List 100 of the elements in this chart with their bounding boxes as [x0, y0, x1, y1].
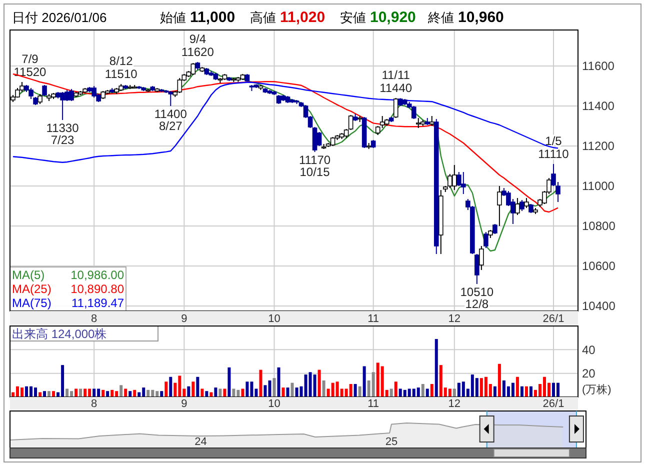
x-tick-label: 11 [368, 313, 380, 325]
bar [313, 374, 316, 397]
x-tick-label: 10 [268, 398, 280, 410]
bar [241, 388, 244, 397]
y-tick-label: 10800 [582, 219, 616, 234]
x-tick-label: 11 [368, 398, 380, 410]
annotation: 11/11 11440 [380, 68, 412, 95]
bar [52, 391, 56, 397]
x-tick-label: 8 [91, 398, 98, 410]
text: 始値 11,000 [160, 9, 236, 26]
bar [493, 386, 496, 397]
y-tick-label: 11000 [582, 179, 615, 194]
annotation: 10,890.80 [70, 282, 124, 296]
bar [511, 382, 514, 397]
y-tick-label: 11600 [582, 59, 615, 74]
bar [421, 384, 424, 397]
bar [430, 384, 434, 397]
bar [322, 380, 326, 397]
bar [426, 388, 429, 397]
annotation: 10510 12/8 [460, 285, 494, 311]
bar [290, 382, 294, 397]
text: MA(75) [12, 296, 52, 310]
candlestick [484, 232, 488, 248]
candlestick [411, 106, 416, 120]
bar [133, 390, 136, 397]
bar [43, 391, 46, 397]
bar [354, 384, 357, 397]
bar [362, 366, 366, 397]
bar [146, 390, 150, 397]
bar [286, 388, 290, 397]
annotation: 11170 10/15 [298, 153, 331, 179]
candlestick [515, 198, 520, 216]
bar [282, 388, 285, 397]
x-tick-label: 9 [181, 313, 188, 325]
bar [160, 391, 164, 397]
x-tick-label: 26/1 [542, 398, 564, 410]
annotation: 11,189.47 [72, 296, 124, 310]
bar [25, 386, 28, 397]
bar [106, 391, 110, 397]
annotation: 9/4 11620 [181, 32, 214, 59]
bar [232, 388, 236, 397]
y-tick-label: 11200 [582, 139, 615, 154]
bar [102, 390, 105, 397]
bar [475, 378, 478, 397]
bar [516, 376, 519, 397]
bar [372, 372, 375, 397]
bar [272, 378, 276, 397]
x-tick-label: 25 [385, 436, 398, 448]
candlestick [42, 84, 47, 96]
chart-title: 日付 2026/01/06 [12, 10, 107, 25]
x-tick-label: 10 [268, 313, 280, 325]
bar [524, 386, 528, 397]
bar [214, 388, 218, 397]
y-tick-label: 20 [582, 366, 596, 381]
y-tick-label: 11400 [582, 99, 615, 114]
text: 高値 11,020 [250, 9, 326, 26]
bar [228, 367, 231, 397]
candlestick [497, 186, 502, 226]
candlestick [316, 132, 322, 146]
candlestick [492, 224, 498, 234]
bar [452, 388, 456, 397]
y-tick-label: 10400 [582, 299, 616, 314]
annotation: 1/5 11110 [538, 134, 570, 161]
bar [223, 388, 226, 397]
candlestick [524, 198, 529, 208]
candlestick [38, 94, 42, 104]
bar [520, 386, 524, 397]
bar [394, 382, 398, 397]
bar [349, 384, 352, 397]
annotation: 11400 8/27 [154, 107, 188, 133]
y-tick-label: 40 [582, 342, 596, 357]
bar [196, 376, 200, 397]
bar [92, 388, 96, 397]
bar [448, 388, 452, 397]
annotation: 10,986.00 [70, 268, 124, 282]
bar [277, 367, 280, 397]
bar [79, 388, 82, 397]
bar [164, 382, 168, 397]
bar [200, 388, 204, 397]
bar [358, 386, 362, 397]
annotation: 11330 7/23 [46, 121, 80, 147]
bar [218, 388, 222, 397]
x-tick-label: 26/1 [542, 313, 564, 325]
y-axis-title: (万株) [582, 383, 612, 396]
bar [74, 388, 78, 397]
bar [124, 388, 128, 397]
bar [205, 391, 208, 397]
candlestick [520, 200, 524, 212]
bar [169, 376, 172, 397]
x-tick-label: 9 [181, 398, 188, 410]
text: 安値 10,920 [340, 9, 416, 26]
y-tick-label: 10600 [582, 259, 616, 274]
text: 終値 10,960 [427, 9, 504, 26]
annotation: 8/12 11510 [104, 54, 138, 81]
x-tick-label: 24 [194, 436, 207, 448]
bar [110, 390, 114, 397]
bar [187, 386, 190, 397]
bar [529, 386, 532, 397]
bar [120, 385, 123, 397]
candlestick [429, 116, 434, 126]
